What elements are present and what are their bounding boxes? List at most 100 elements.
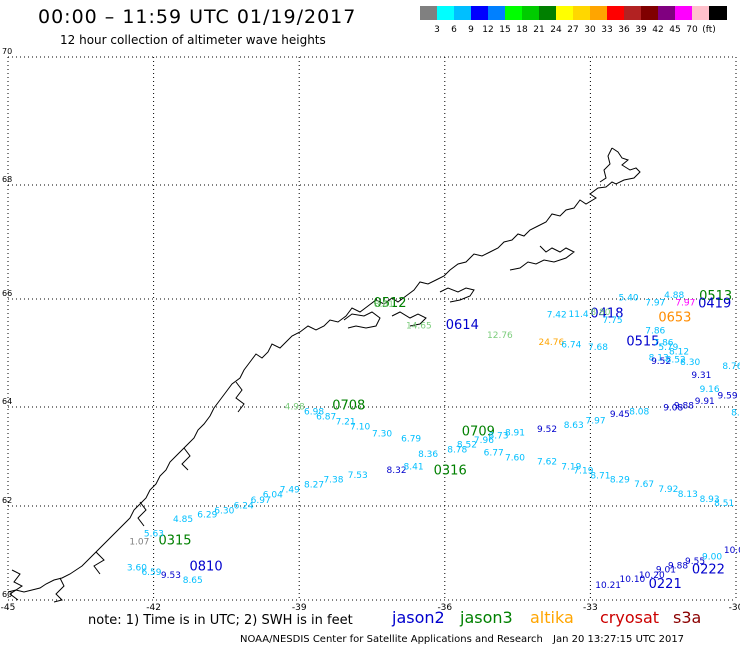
wave-height-label: 8.63 (564, 421, 584, 431)
wave-height-label: 10.20 (639, 571, 665, 581)
wave-height-label: 7.96 (474, 436, 494, 446)
pass-time-label: 0653 (658, 311, 691, 326)
legend-swatch (641, 6, 659, 20)
legend-swatch (590, 6, 608, 20)
legend-label: 15 (499, 25, 511, 35)
wave-height-label: 6.98 (304, 407, 324, 417)
wave-height-label: 8.30 (680, 358, 700, 368)
wave-height-label: 11.4 (569, 310, 589, 320)
legend-label: 24 (550, 25, 562, 35)
wave-height-label: 9.08 (663, 403, 683, 413)
pass-time-label: 0419 (698, 297, 731, 312)
legend-swatch (607, 6, 625, 20)
wave-height-label: 8.80 (590, 308, 610, 318)
wave-height-label: 8.27 (304, 481, 324, 491)
wave-height-label: 8.93 (700, 495, 720, 505)
wave-height-label: 12.76 (487, 331, 513, 341)
pass-time-label: 0810 (190, 559, 223, 574)
wave-height-label: 8.29 (610, 476, 630, 486)
wave-height-label: 6.87 (316, 412, 336, 422)
wave-height-label: 6.29 (197, 510, 217, 520)
legend-label: 39 (635, 25, 647, 35)
wave-height-label: 8.08 (629, 407, 649, 417)
wave-height-label: 9.91 (695, 397, 715, 407)
legend-swatch (675, 6, 693, 20)
wave-height-label: 9.88 (674, 401, 694, 411)
wave-height-label: 8.71 (590, 471, 610, 481)
wave-height-label: 7.10 (350, 422, 370, 432)
wave-height-label: 9.55 (685, 557, 705, 567)
legend-swatch (471, 6, 489, 20)
longitude-tick-label: -36 (437, 603, 452, 613)
legend-swatch (437, 6, 455, 20)
satellite-label-jason3: jason3 (460, 608, 513, 627)
legend-swatch (454, 6, 472, 20)
wave-height-label: 6.24 (234, 501, 254, 511)
legend-swatch (556, 6, 574, 20)
map-subtitle: 12 hour collection of altimeter wave hei… (60, 33, 326, 47)
wave-height-label: 3.60 (127, 563, 147, 573)
satellite-label-cryosat: cryosat (600, 608, 660, 627)
wave-height-label: 7.97 (675, 298, 695, 308)
legend-label: 70 (686, 25, 698, 35)
satellite-label-s3a: s3a (673, 608, 702, 627)
wave-height-label: 7.38 (323, 476, 343, 486)
latitude-tick-label: 60 (2, 590, 12, 599)
wave-height-label: 9.31 (691, 371, 711, 381)
greenland-coastline (7, 147, 641, 603)
latitude-tick-label: 66 (2, 289, 12, 298)
latitude-tick-label: 62 (2, 496, 12, 505)
wave-height-label: 5.40 (619, 294, 639, 304)
longitude-tick-label: -42 (146, 603, 161, 613)
longitude-tick-label: -39 (292, 603, 307, 613)
wave-height-label: 7.97 (645, 298, 665, 308)
wave-height-label: 7.68 (588, 343, 608, 353)
legend-swatch (709, 6, 727, 20)
wave-height-label: 7.19 (561, 462, 581, 472)
wave-height-label: 7.62 (537, 457, 557, 467)
wave-height-label: 4.88 (664, 291, 684, 301)
wave-height-label: 7.53 (348, 471, 368, 481)
wave-height-label: 8.13 (649, 354, 669, 364)
wave-height-label: 8.52 (666, 356, 686, 366)
satellite-label-jason2: jason2 (392, 608, 445, 627)
wave-height-label: 4.85 (173, 515, 193, 525)
wave-height-label: 5.63 (144, 530, 164, 540)
pass-time-label: 0418 (590, 306, 623, 321)
legend-label: 12 (482, 25, 494, 35)
legend-label: 18 (516, 25, 528, 35)
wave-height-label: 8.65 (183, 576, 203, 586)
pass-time-label: 0222 (692, 563, 725, 578)
wave-height-label: 8.36 (418, 450, 438, 460)
wave-height-label: 9.88 (668, 562, 688, 572)
wave-height-label: 8.32 (387, 466, 407, 476)
wave-height-label: 7.67 (634, 480, 654, 490)
footer-credit: NOAA/NESDIS Center for Satellite Applica… (240, 634, 543, 645)
wave-height-label: 7.19 (573, 466, 593, 476)
legend-swatch (488, 6, 506, 20)
wave-height-label: 8.61 (374, 300, 394, 310)
wave-height-label: 6.97 (251, 496, 271, 506)
wave-height-label: 6.04 (263, 491, 283, 501)
latitude-tick-label: 64 (2, 397, 12, 406)
pass-time-label: 0709 (462, 425, 495, 440)
legend-label: 30 (584, 25, 596, 35)
wave-height-label: 8.53 (731, 408, 740, 418)
legend-label: 6 (451, 25, 457, 35)
wave-height-label: 8.41 (404, 462, 424, 472)
legend-label: (ft) (702, 25, 716, 35)
wave-height-label: 7.86 (645, 327, 665, 337)
legend-label: 42 (652, 25, 664, 35)
wave-height-label: 9.16 (700, 385, 720, 395)
legend-label: 3 (434, 25, 440, 35)
wave-height-label: 9.01 (656, 566, 676, 576)
wave-height-label: 10.08 (724, 546, 740, 556)
wave-height-label: 8.52 (457, 441, 477, 451)
latitude-tick-label: 70 (2, 47, 12, 56)
wave-height-label: 6.77 (484, 449, 504, 459)
legend-swatch (522, 6, 540, 20)
wave-height-label: 9.52 (651, 357, 671, 367)
longitude-tick-label: -30 (729, 603, 740, 613)
wave-height-label: 9.45 (610, 410, 630, 420)
